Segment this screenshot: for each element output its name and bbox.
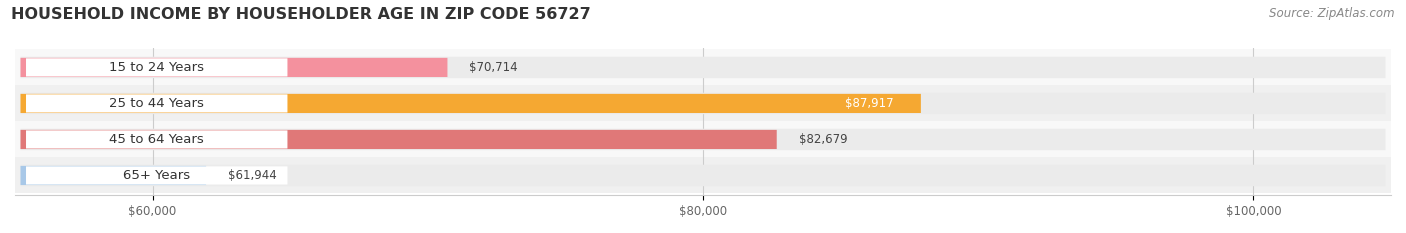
Bar <box>15 158 1391 193</box>
Text: 65+ Years: 65+ Years <box>124 169 190 182</box>
Text: HOUSEHOLD INCOME BY HOUSEHOLDER AGE IN ZIP CODE 56727: HOUSEHOLD INCOME BY HOUSEHOLDER AGE IN Z… <box>11 7 591 22</box>
FancyBboxPatch shape <box>25 166 287 185</box>
FancyBboxPatch shape <box>25 94 287 113</box>
FancyBboxPatch shape <box>25 130 287 148</box>
FancyBboxPatch shape <box>21 165 1385 186</box>
Text: $82,679: $82,679 <box>799 133 848 146</box>
FancyBboxPatch shape <box>21 93 1385 114</box>
Bar <box>15 121 1391 158</box>
Text: $70,714: $70,714 <box>470 61 517 74</box>
Bar <box>15 86 1391 121</box>
FancyBboxPatch shape <box>21 94 921 113</box>
FancyBboxPatch shape <box>21 129 1385 150</box>
Text: 15 to 24 Years: 15 to 24 Years <box>110 61 204 74</box>
Text: $61,944: $61,944 <box>228 169 277 182</box>
FancyBboxPatch shape <box>21 57 1385 78</box>
Text: $87,917: $87,917 <box>845 97 893 110</box>
Bar <box>15 49 1391 86</box>
FancyBboxPatch shape <box>21 166 207 185</box>
FancyBboxPatch shape <box>25 58 287 76</box>
Text: 45 to 64 Years: 45 to 64 Years <box>110 133 204 146</box>
Text: 25 to 44 Years: 25 to 44 Years <box>110 97 204 110</box>
FancyBboxPatch shape <box>21 58 447 77</box>
Text: Source: ZipAtlas.com: Source: ZipAtlas.com <box>1270 7 1395 20</box>
FancyBboxPatch shape <box>21 130 776 149</box>
